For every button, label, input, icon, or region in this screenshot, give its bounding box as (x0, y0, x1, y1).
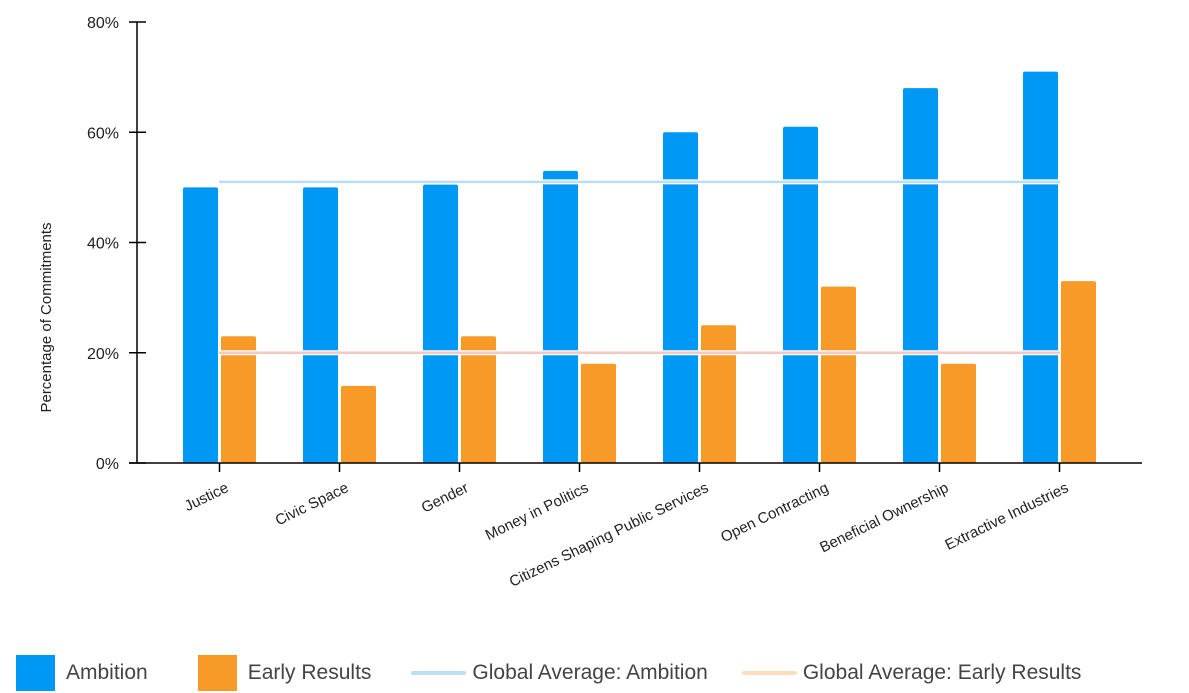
x-tick-label-extractive-industries: Extractive Industries (942, 479, 1071, 553)
legend-label-ambition: Ambition (66, 661, 148, 684)
legend-item-ambition: Ambition (16, 655, 148, 691)
bar-ambition-money-in-politics (543, 170, 578, 463)
y-tick-label-60: 60% (87, 125, 119, 142)
y-tick-label-0: 0% (96, 456, 119, 473)
bar-ambition-open-contracting (783, 126, 818, 464)
y-tick-label-80: 80% (87, 15, 119, 32)
bar-early-results-citizens-shaping-public-services (701, 325, 736, 463)
y-axis-label: Percentage of Commitments (38, 222, 55, 412)
bar-early-results-civic-space (341, 385, 376, 463)
legend-label-global-average-ambition: Global Average: Ambition (472, 661, 708, 684)
bar-ambition-civic-space (303, 187, 338, 463)
legend-label-global-average-early-results: Global Average: Early Results (802, 661, 1082, 684)
bar-early-results-justice (221, 336, 256, 463)
legend-item-early-results: Early Results (197, 655, 372, 691)
legend-line-global-average-ambition (411, 671, 467, 675)
bar-early-results-extractive-industries (1061, 281, 1096, 463)
legend-swatch-ambition (16, 655, 55, 691)
legend-label-early-results: Early Results (247, 661, 372, 684)
early-results-bars (221, 281, 1096, 463)
x-tick-label-gender: Gender (419, 479, 471, 516)
legend-swatch-early-results (197, 655, 237, 691)
ambition-bars (183, 71, 1058, 464)
bar-early-results-money-in-politics (581, 363, 616, 463)
x-axis-ticks: Justice Civic Space Gender Money in Politic… (182, 463, 1071, 591)
bar-early-results-open-contracting (821, 286, 856, 463)
y-tick-label-40: 40% (87, 236, 119, 253)
bar-ambition-citizens-shaping-public-services (663, 132, 698, 463)
x-tick-label-citizens-shaping-public-services: Citizens Shaping Public Services (507, 479, 712, 590)
x-tick-label-open-contracting: Open Contracting (718, 479, 831, 546)
legend-item-global-average-ambition: Global Average: Ambition (411, 661, 708, 685)
reference-lines (219, 179, 1060, 356)
bar-ambition-extractive-industries (1023, 71, 1058, 464)
legend-item-global-average-early-results: Global Average: Early Results (741, 661, 1082, 685)
bar-ambition-beneficial-ownership (903, 88, 938, 464)
x-tick-label-money-in-politics: Money in Politics (483, 479, 592, 544)
x-tick-label-beneficial-ownership: Beneficial Ownership (817, 479, 951, 556)
bar-ambition-justice (183, 187, 218, 463)
y-tick-label-20: 20% (87, 346, 119, 363)
x-tick-label-justice: Justice (182, 479, 231, 515)
legend: Ambition Early Results Global Average: A… (16, 655, 1176, 691)
axes (129, 22, 1142, 464)
bar-ambition-gender (423, 184, 458, 463)
bar-early-results-beneficial-ownership (941, 363, 976, 463)
legend-line-global-average-early-results (741, 671, 797, 675)
bar-early-results-gender (461, 336, 496, 463)
y-axis-ticks: 0% 20% 40% 60% 80% (87, 15, 146, 473)
bar-chart: 0% 20% 40% 60% 80% Justice Civic Space Gender M… (38, 15, 1142, 591)
x-tick-label-civic-space: Civic Space (273, 479, 352, 529)
